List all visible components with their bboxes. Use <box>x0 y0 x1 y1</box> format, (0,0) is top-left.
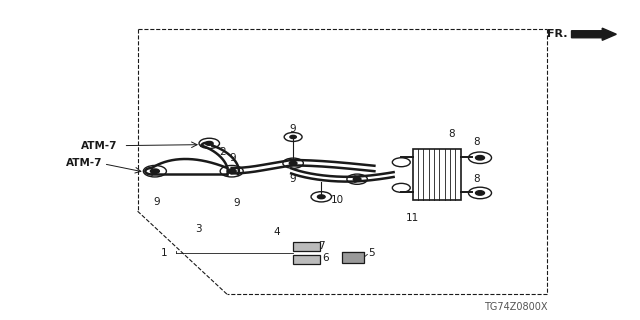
Circle shape <box>317 195 325 199</box>
Text: FR.: FR. <box>547 28 568 39</box>
Bar <box>293 255 320 264</box>
Text: ATM-7: ATM-7 <box>81 140 118 151</box>
Text: 9: 9 <box>234 198 240 208</box>
Circle shape <box>290 135 296 139</box>
Circle shape <box>150 169 159 173</box>
Text: 8: 8 <box>449 129 455 140</box>
Text: 9: 9 <box>154 196 160 207</box>
FancyArrow shape <box>572 28 616 40</box>
Text: TG74Z0800X: TG74Z0800X <box>484 301 547 312</box>
Circle shape <box>476 156 484 160</box>
Text: 9: 9 <box>290 174 296 184</box>
Text: 4: 4 <box>273 227 280 237</box>
Bar <box>342 252 364 263</box>
Circle shape <box>205 141 213 145</box>
Circle shape <box>476 191 484 195</box>
Text: 11: 11 <box>406 213 419 223</box>
Text: 9: 9 <box>290 124 296 134</box>
Bar <box>413 149 461 200</box>
Circle shape <box>227 169 236 173</box>
Text: 8: 8 <box>474 174 480 184</box>
Circle shape <box>353 177 361 181</box>
Text: ATM-7: ATM-7 <box>66 158 103 168</box>
Text: 9: 9 <box>229 153 236 164</box>
Text: 1: 1 <box>161 248 168 258</box>
Text: 5: 5 <box>368 248 374 259</box>
Circle shape <box>289 161 297 165</box>
Text: 3: 3 <box>195 224 202 234</box>
Text: 8: 8 <box>474 137 480 148</box>
Text: 10: 10 <box>331 195 344 205</box>
Text: 6: 6 <box>322 253 328 263</box>
Text: 7: 7 <box>319 241 325 251</box>
Text: 2: 2 <box>220 147 226 157</box>
Bar <box>293 242 320 251</box>
